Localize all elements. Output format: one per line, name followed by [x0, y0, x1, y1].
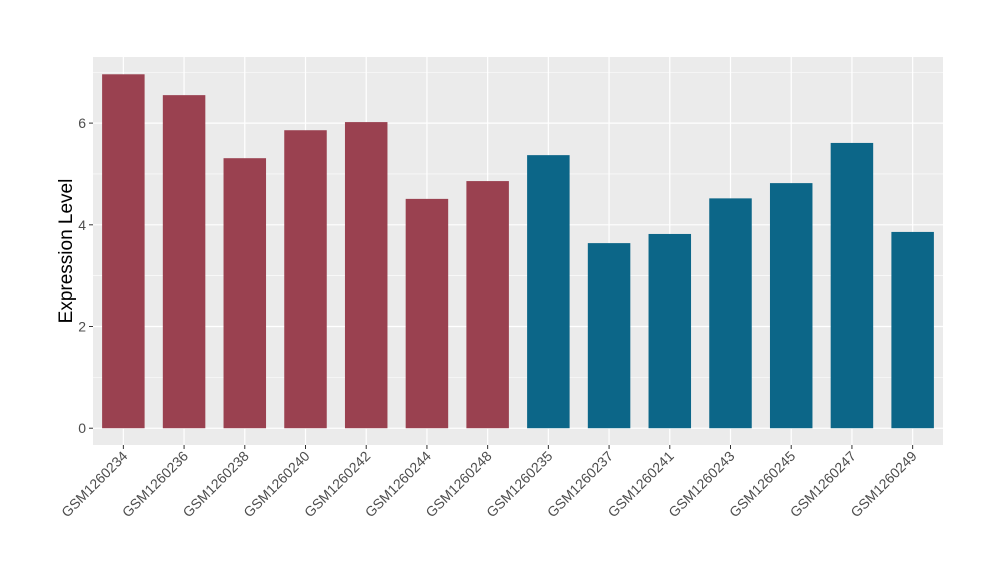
- bar-GSM1260238: [223, 158, 267, 429]
- plot-panel: [93, 57, 943, 445]
- bar-GSM1260240: [284, 130, 327, 429]
- bar-GSM1260235: [527, 155, 570, 429]
- y-tick-label: 4: [78, 217, 86, 233]
- y-axis-label: Expression Level: [56, 179, 77, 324]
- bar-GSM1260234: [102, 74, 145, 429]
- bar-GSM1260241: [648, 233, 692, 429]
- y-tick-label: 2: [78, 319, 86, 335]
- bar-GSM1260249: [891, 231, 934, 429]
- bar-GSM1260245: [769, 183, 813, 429]
- bar-GSM1260236: [162, 95, 206, 429]
- bar-GSM1260248: [466, 181, 509, 429]
- y-tick-label: 6: [78, 115, 86, 131]
- y-tick-label: 0: [78, 420, 86, 436]
- bar-GSM1260243: [709, 198, 752, 429]
- bar-GSM1260244: [405, 198, 449, 429]
- bar-GSM1260247: [830, 142, 874, 429]
- bar-GSM1260237: [587, 243, 631, 429]
- bar-GSM1260242: [344, 122, 388, 429]
